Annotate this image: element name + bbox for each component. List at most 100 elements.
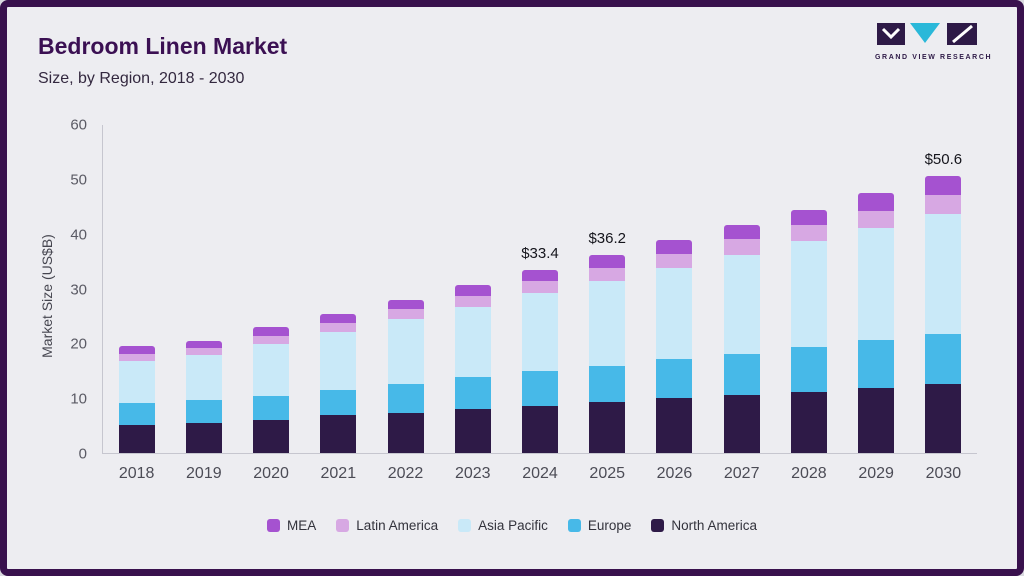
bar-segment-latin-america	[925, 195, 962, 214]
x-tick-label: 2025	[589, 465, 626, 482]
bar-segment-europe	[723, 353, 760, 396]
legend-color-chip	[336, 519, 350, 532]
bar-group-2022: 2022	[372, 125, 439, 482]
bar-group-2026: 2026	[641, 125, 708, 482]
bar-group-2021: 2021	[305, 125, 372, 482]
x-tick-label: 2022	[387, 465, 424, 482]
stacked-bar	[320, 125, 357, 453]
x-tick-label: 2029	[858, 465, 894, 482]
bar-segment-mea	[521, 270, 558, 282]
bar-segment-mea	[454, 285, 491, 296]
stacked-bar	[185, 125, 222, 453]
bar-segment-asia-pacific	[790, 241, 827, 347]
bar-segment-europe	[790, 346, 827, 392]
legend-item-latin-america: Latin America	[336, 518, 438, 533]
stacked-bar	[656, 125, 693, 453]
bar-segment-north-america	[521, 406, 558, 453]
legend-item-north-america: North America	[651, 518, 757, 533]
bar-segment-latin-america	[454, 295, 491, 307]
legend: MEA Latin America Asia Pacific Europe North …	[7, 518, 1017, 533]
bar-group-2024: $33.4 2024	[506, 125, 573, 482]
bar-segment-latin-america	[656, 253, 693, 268]
legend-item-mea: MEA	[267, 518, 316, 533]
stacked-bar	[521, 125, 558, 453]
x-tick-label: 2026	[656, 465, 693, 482]
bar-group-2023: 2023	[439, 125, 506, 482]
bar-segment-europe	[118, 402, 155, 425]
bar-segment-mea	[723, 224, 760, 240]
bar-segment-mea	[790, 209, 827, 226]
x-tick-label: 2027	[723, 465, 760, 482]
bar-segment-north-america	[925, 384, 962, 453]
y-tick-label: 40	[70, 226, 87, 244]
bar-segment-mea	[656, 239, 693, 254]
bar-segment-europe	[454, 377, 491, 409]
y-tick-label: 50	[70, 171, 87, 189]
bar-segment-mea	[858, 193, 895, 211]
chart-subtitle: Size, by Region, 2018 - 2030	[38, 70, 245, 87]
legend-color-chip	[651, 519, 665, 532]
logo-text: GRAND VIEW RESEARCH	[875, 54, 993, 61]
y-axis-title: Market Size (US$B)	[39, 234, 55, 358]
bar-group-2028: 2028	[775, 125, 842, 482]
x-tick-label: 2021	[320, 465, 357, 482]
bar-segment-latin-america	[320, 322, 357, 333]
y-tick-label: 20	[70, 335, 87, 353]
stacked-bar	[858, 125, 895, 453]
bar-segment-europe	[320, 389, 357, 416]
bar-segment-asia-pacific	[387, 319, 424, 384]
bar-segment-asia-pacific	[118, 360, 155, 403]
stacked-bar	[589, 125, 626, 453]
bar-segment-north-america	[589, 402, 626, 453]
bar-segment-latin-america	[723, 239, 760, 255]
bar-group-2027: 2027	[708, 125, 775, 482]
bar-segment-europe	[185, 399, 222, 423]
bar-segment-asia-pacific	[454, 306, 491, 378]
x-tick-label: 2020	[253, 465, 289, 482]
x-tick-label: 2028	[791, 465, 827, 482]
bar-segment-asia-pacific	[925, 213, 962, 335]
legend-label: Europe	[587, 518, 632, 533]
y-tick-label: 30	[70, 281, 87, 298]
bar-segment-north-america	[790, 391, 827, 453]
y-axis: 0 10 20 30 40 50 60	[59, 117, 95, 463]
bar-segment-mea	[589, 255, 626, 268]
bar-segment-asia-pacific	[858, 228, 895, 341]
bar-segment-mea	[118, 346, 155, 355]
bar-group-2020: 2020	[237, 125, 304, 482]
bar-segment-latin-america	[253, 335, 290, 344]
bar-segment-asia-pacific	[589, 280, 626, 366]
legend-item-asia-pacific: Asia Pacific	[458, 518, 548, 533]
bar-segment-north-america	[723, 395, 760, 453]
bar-segment-mea	[387, 299, 424, 310]
bar-segment-latin-america	[589, 267, 626, 281]
legend-label: North America	[671, 518, 757, 533]
stacked-bar	[387, 125, 424, 453]
bar-segment-asia-pacific	[656, 267, 693, 359]
bar-group-2025: $36.2 2025	[574, 125, 641, 482]
legend-color-chip	[267, 519, 281, 532]
stacked-bar	[253, 125, 290, 453]
y-tick-label: 0	[78, 445, 87, 463]
bar-segment-mea	[320, 313, 357, 323]
legend-color-chip	[567, 519, 581, 532]
bar-segment-europe	[589, 365, 626, 403]
x-tick-label: 2024	[522, 465, 558, 482]
bar-segment-europe	[858, 340, 895, 388]
x-tick-label: 2023	[454, 465, 491, 482]
legend-label: Asia Pacific	[478, 518, 548, 533]
bar-segment-north-america	[185, 422, 222, 453]
stacked-bar	[454, 125, 491, 453]
bar-segment-asia-pacific	[723, 254, 760, 354]
bar-segment-north-america	[118, 424, 155, 453]
bar-segment-north-america	[387, 412, 424, 453]
value-label: $50.6	[924, 151, 963, 169]
grand-view-research-logo: GRAND VIEW RESEARCH	[875, 23, 993, 61]
stacked-bar	[925, 125, 962, 453]
bar-segment-latin-america	[118, 354, 155, 361]
value-label: $36.2	[588, 230, 626, 248]
bar-segment-mea	[925, 176, 962, 195]
y-tick-label: 60	[70, 116, 87, 134]
bar-segment-mea	[185, 340, 222, 348]
